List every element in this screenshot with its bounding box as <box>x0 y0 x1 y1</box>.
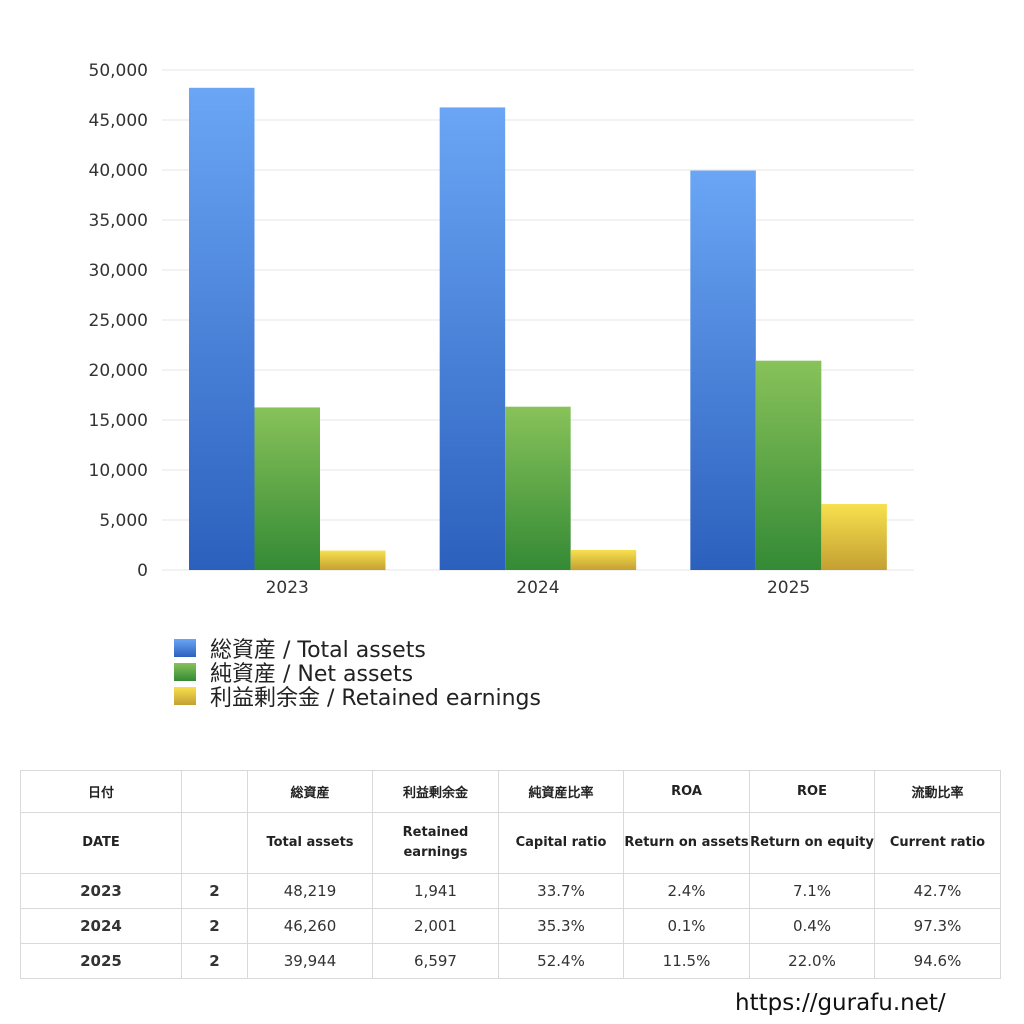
row-roe: 0.4% <box>749 908 875 944</box>
legend-label-total-assets: 総資産 / Total assets <box>210 638 426 663</box>
row-roe: 7.1% <box>749 873 875 909</box>
row-year: 2023 <box>20 873 182 909</box>
header-date-en: DATE <box>20 812 182 874</box>
x-tick-label: 2025 <box>767 578 810 598</box>
x-tick-label: 2023 <box>266 578 309 598</box>
row-retained: 6,597 <box>372 943 499 979</box>
row-count: 2 <box>181 873 248 909</box>
row-current-ratio: 94.6% <box>874 943 1001 979</box>
row-roa: 0.1% <box>623 908 750 944</box>
bar-net-assets-2023 <box>254 407 320 570</box>
legend-item-total-assets: 総資産 / Total assets <box>174 636 541 663</box>
chart-legend: 総資産 / Total assets 純資産 / Net assets 利益剰余… <box>174 636 541 711</box>
legend-swatch-net-assets <box>174 663 196 681</box>
y-tick-label: 10,000 <box>89 461 148 481</box>
bar-total-assets-2023 <box>189 87 255 570</box>
bar-total-assets-2025 <box>690 170 756 570</box>
y-tick-label: 25,000 <box>89 311 148 331</box>
y-tick-label: 20,000 <box>89 361 148 381</box>
financial-table: 日付 総資産 利益剰余金 純資産比率 ROA ROE 流動比率 DATE Tot… <box>20 770 1001 979</box>
row-total-assets: 39,944 <box>247 943 373 979</box>
row-year: 2025 <box>20 943 182 979</box>
row-roa: 11.5% <box>623 943 750 979</box>
header-retained-jp: 利益剰余金 <box>372 770 499 813</box>
header-date-jp: 日付 <box>20 770 182 813</box>
y-tick-label: 40,000 <box>89 161 148 181</box>
header-roe-jp: ROE <box>749 770 875 813</box>
table-row: 2024 2 46,260 2,001 35.3% 0.1% 0.4% 97.3… <box>20 908 1001 944</box>
legend-label-net-assets: 純資産 / Net assets <box>210 662 414 687</box>
bar-chart-svg: 0 5,000 10,000 15,000 20,000 25,000 30,000 35,0… <box>89 61 914 598</box>
y-tick-label: 30,000 <box>89 261 148 281</box>
row-capital-ratio: 52.4% <box>498 943 624 979</box>
header-roa-jp: ROA <box>623 770 750 813</box>
bar-total-assets-2024 <box>439 107 506 571</box>
y-tick-label: 0 <box>137 561 148 581</box>
table-row: 2023 2 48,219 1,941 33.7% 2.4% 7.1% 42.7… <box>20 873 1001 909</box>
table-row: 2025 2 39,944 6,597 52.4% 11.5% 22.0% 94… <box>20 943 1001 979</box>
header-capital-ratio-jp: 純資産比率 <box>498 770 624 813</box>
header-total-assets-jp: 総資産 <box>247 770 373 813</box>
row-capital-ratio: 35.3% <box>498 908 624 944</box>
header-total-assets-en: Total assets <box>247 812 373 874</box>
bar-net-assets-2024 <box>505 406 571 570</box>
row-current-ratio: 42.7% <box>874 873 1001 909</box>
row-retained: 1,941 <box>372 873 499 909</box>
bar-retained-earnings-2023 <box>320 550 386 570</box>
table-header-en-row: DATE Total assets Retained earnings Capi… <box>20 812 1001 874</box>
row-roa: 2.4% <box>623 873 750 909</box>
x-tick-label: 2024 <box>516 578 559 598</box>
y-tick-label: 50,000 <box>89 61 148 81</box>
row-roe: 22.0% <box>749 943 875 979</box>
row-count: 2 <box>181 943 248 979</box>
bar-chart: 0 5,000 10,000 15,000 20,000 25,000 30,000 35,0… <box>89 61 914 598</box>
y-tick-label: 35,000 <box>89 211 148 231</box>
row-retained: 2,001 <box>372 908 499 944</box>
y-tick-label: 5,000 <box>99 511 148 531</box>
header-count-jp <box>181 770 248 813</box>
table-header-jp-row: 日付 総資産 利益剰余金 純資産比率 ROA ROE 流動比率 <box>20 770 1001 813</box>
row-current-ratio: 97.3% <box>874 908 1001 944</box>
bar-net-assets-2025 <box>755 360 822 570</box>
header-count-en <box>181 812 248 874</box>
header-retained-en: Retained earnings <box>372 812 499 874</box>
row-total-assets: 48,219 <box>247 873 373 909</box>
header-roe-en: Return on equity <box>749 812 875 874</box>
row-total-assets: 46,260 <box>247 908 373 944</box>
bar-retained-earnings-2024 <box>570 549 637 570</box>
header-current-ratio-en: Current ratio <box>874 812 1001 874</box>
site-url[interactable]: https://gurafu.net/ <box>735 990 946 1016</box>
header-roa-en: Return on assets <box>623 812 750 874</box>
y-tick-label: 15,000 <box>89 411 148 431</box>
legend-swatch-total-assets <box>174 639 196 657</box>
y-tick-label: 45,000 <box>89 111 148 131</box>
legend-label-retained-earnings: 利益剰余金 / Retained earnings <box>210 686 541 711</box>
row-capital-ratio: 33.7% <box>498 873 624 909</box>
legend-item-retained-earnings: 利益剰余金 / Retained earnings <box>174 684 541 711</box>
row-count: 2 <box>181 908 248 944</box>
bar-retained-earnings-2025 <box>821 504 887 570</box>
header-current-ratio-jp: 流動比率 <box>874 770 1001 813</box>
row-year: 2024 <box>20 908 182 944</box>
legend-swatch-retained-earnings <box>174 687 196 705</box>
header-capital-ratio-en: Capital ratio <box>498 812 624 874</box>
legend-item-net-assets: 純資産 / Net assets <box>174 660 541 687</box>
